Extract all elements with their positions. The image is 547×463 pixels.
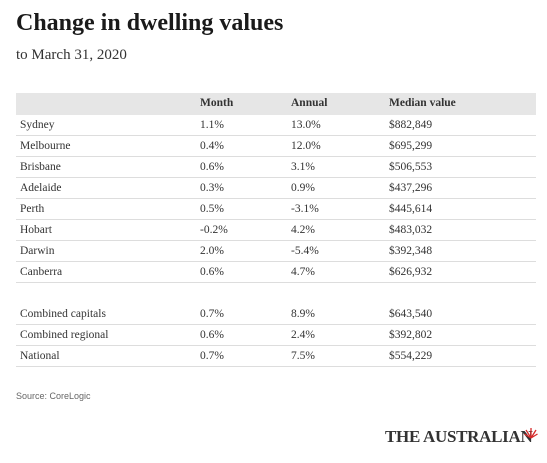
- cell: 2.4%: [291, 329, 315, 341]
- brand: THE AUSTRALIAN: [385, 427, 533, 446]
- cell: 0.6%: [200, 161, 224, 173]
- brand-logo: [524, 428, 538, 439]
- cell: $445,614: [389, 203, 433, 215]
- row-separator: [16, 219, 536, 220]
- row-separator: [16, 366, 536, 367]
- row-label: Perth: [20, 203, 45, 215]
- row-separator: [16, 135, 536, 136]
- cell: $554,229: [389, 350, 433, 362]
- row-label: Adelaide: [20, 182, 62, 194]
- cell: -5.4%: [291, 245, 319, 257]
- row-separator: [16, 240, 536, 241]
- row-label: Combined regional: [20, 329, 109, 341]
- column-header: Annual: [291, 97, 328, 109]
- cell: -0.2%: [200, 224, 228, 236]
- row-label: Sydney: [20, 119, 55, 131]
- cell: 8.9%: [291, 308, 315, 320]
- row-label: National: [20, 350, 60, 362]
- title: Change in dwelling values: [16, 10, 284, 36]
- source: Source: CoreLogic: [16, 391, 91, 401]
- cell: 0.6%: [200, 329, 224, 341]
- row-label: Brisbane: [20, 161, 61, 173]
- cell: $392,348: [389, 245, 433, 257]
- cell: 0.9%: [291, 182, 315, 194]
- cell: 0.3%: [200, 182, 224, 194]
- row-label: Darwin: [20, 245, 55, 257]
- cell: 7.5%: [291, 350, 315, 362]
- table-header: [16, 93, 536, 115]
- row-separator: [16, 198, 536, 199]
- cell: 0.7%: [200, 350, 224, 362]
- row-label: Melbourne: [20, 140, 71, 152]
- cell: $392,802: [389, 329, 433, 341]
- cell: 4.2%: [291, 224, 315, 236]
- cell: 2.0%: [200, 245, 224, 257]
- cell: 0.6%: [200, 266, 224, 278]
- cell: $882,849: [389, 119, 433, 131]
- cell: $506,553: [389, 161, 433, 173]
- row-separator: [16, 156, 536, 157]
- cell: $483,032: [389, 224, 433, 236]
- cell: $695,299: [389, 140, 433, 152]
- cell: 12.0%: [291, 140, 321, 152]
- row-separator: [16, 324, 536, 325]
- column-header: Month: [200, 97, 234, 109]
- row-separator: [16, 261, 536, 262]
- cell: $626,932: [389, 266, 433, 278]
- cell: 0.4%: [200, 140, 224, 152]
- row-separator: [16, 177, 536, 178]
- cell: 3.1%: [291, 161, 315, 173]
- row-label: Combined capitals: [20, 308, 106, 320]
- row-label: Canberra: [20, 266, 63, 278]
- cell: 0.5%: [200, 203, 224, 215]
- column-header: Median value: [389, 97, 456, 109]
- cell: -3.1%: [291, 203, 319, 215]
- cell: $437,296: [389, 182, 433, 194]
- subtitle: to March 31, 2020: [16, 47, 127, 63]
- row-separator: [16, 345, 536, 346]
- cell: 13.0%: [291, 119, 321, 131]
- cell: 4.7%: [291, 266, 315, 278]
- cell: $643,540: [389, 308, 433, 320]
- cell: 1.1%: [200, 119, 224, 131]
- row-label: Hobart: [20, 224, 52, 236]
- cell: 0.7%: [200, 308, 224, 320]
- row-separator: [16, 282, 536, 283]
